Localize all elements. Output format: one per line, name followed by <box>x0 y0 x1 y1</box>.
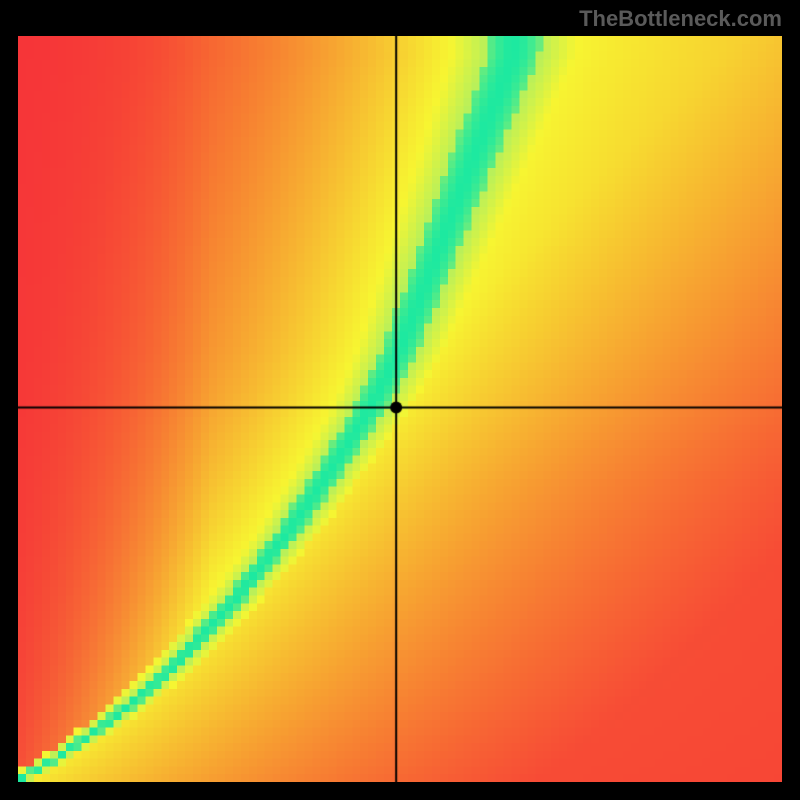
attribution-label: TheBottleneck.com <box>579 6 782 32</box>
crosshair-overlay <box>18 36 782 782</box>
chart-container: TheBottleneck.com <box>0 0 800 800</box>
